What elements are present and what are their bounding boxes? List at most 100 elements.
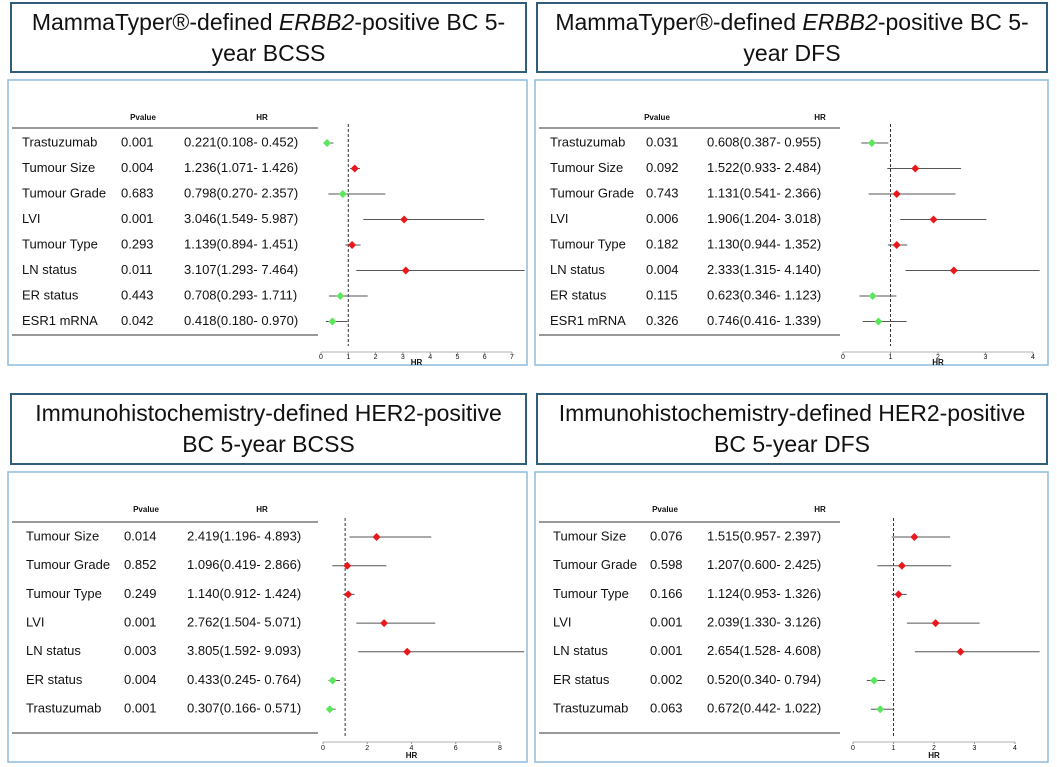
hr-label: 1.096(0.419- 2.866) bbox=[187, 557, 301, 572]
row-label: ER status bbox=[550, 287, 607, 302]
x-tick-label: 2 bbox=[936, 354, 940, 361]
hr-label: 3.107(1.293- 7.464) bbox=[184, 262, 298, 277]
hr-label: 0.798(0.270- 2.357) bbox=[184, 185, 298, 200]
hr-label: 1.139(0.894- 1.451) bbox=[184, 236, 298, 251]
row-label: Trastuzumab bbox=[26, 701, 101, 716]
pvalue: 0.001 bbox=[121, 134, 154, 149]
title-part: -positive BC 5-year DFS bbox=[743, 8, 1029, 66]
hr-label: 2.419(1.196- 4.893) bbox=[187, 528, 301, 543]
row-label: Tumour Size bbox=[22, 160, 95, 175]
title-part: Immunohistochemistry-defined HER2-positi… bbox=[558, 400, 1026, 457]
row-label: Tumour Grade bbox=[26, 557, 110, 572]
hr-label: 2.039(1.330- 3.126) bbox=[707, 615, 821, 630]
hr-label: 1.236(1.071- 1.426) bbox=[184, 160, 298, 175]
hr-label: 3.805(1.592- 9.093) bbox=[187, 643, 301, 658]
hr-label: 0.307(0.166- 0.571) bbox=[187, 701, 301, 716]
pvalue: 0.293 bbox=[121, 236, 154, 251]
hr-marker bbox=[868, 292, 877, 300]
hr-marker bbox=[931, 619, 940, 628]
row-label: LVI bbox=[22, 211, 41, 226]
x-tick-label: 6 bbox=[454, 745, 458, 752]
hr-label: 2.654(1.528- 4.608) bbox=[707, 643, 821, 658]
hr-label: 1.130(0.944- 1.352) bbox=[707, 236, 821, 251]
pvalue-header: Pvalue bbox=[652, 505, 678, 514]
pvalue: 0.014 bbox=[124, 528, 157, 543]
hr-marker bbox=[343, 561, 352, 570]
x-tick-label: 0 bbox=[851, 745, 855, 752]
hr-label: 0.608(0.387- 0.955) bbox=[707, 134, 821, 149]
row-label: LVI bbox=[26, 615, 45, 630]
row-label: Trastuzumab bbox=[22, 134, 97, 149]
row-label: LN status bbox=[22, 262, 77, 277]
x-tick-label: 1 bbox=[889, 354, 893, 361]
panel-title-text: Immunohistochemistry-defined HER2-positi… bbox=[546, 398, 1038, 460]
hr-marker bbox=[867, 139, 876, 147]
hr-marker bbox=[338, 190, 347, 198]
x-tick-label: 1 bbox=[346, 354, 350, 361]
hr-marker bbox=[894, 590, 903, 599]
hr-label: 0.520(0.340- 0.794) bbox=[707, 672, 821, 687]
x-tick-label: 4 bbox=[1013, 745, 1017, 752]
x-tick-label: 0 bbox=[319, 354, 323, 361]
hr-header: HR bbox=[256, 505, 268, 514]
row-label: Tumour Size bbox=[26, 528, 99, 543]
x-tick-label: 1 bbox=[892, 745, 896, 752]
hr-label: 3.046(1.549- 5.987) bbox=[184, 211, 298, 226]
x-axis-label: HR bbox=[411, 358, 423, 367]
row-label: Tumour Type bbox=[26, 586, 102, 601]
pvalue: 0.001 bbox=[121, 211, 154, 226]
hr-marker bbox=[949, 266, 958, 275]
hr-header: HR bbox=[814, 113, 826, 122]
pvalue: 0.683 bbox=[121, 185, 154, 200]
hr-marker bbox=[401, 266, 410, 275]
pvalue: 0.003 bbox=[124, 643, 157, 658]
hr-marker bbox=[870, 676, 879, 685]
title-part: ERBB2 bbox=[802, 8, 878, 35]
hr-marker bbox=[874, 317, 883, 326]
hr-label: 1.522(0.933- 2.484) bbox=[707, 160, 821, 175]
row-label: Trastuzumab bbox=[550, 134, 625, 149]
pvalue: 0.001 bbox=[650, 615, 683, 630]
row-label: Tumour Type bbox=[22, 236, 98, 251]
x-tick-label: 6 bbox=[483, 354, 487, 361]
row-label: LN status bbox=[550, 262, 605, 277]
row-label: Tumour Size bbox=[553, 528, 626, 543]
row-label: Tumour Type bbox=[550, 236, 626, 251]
hr-marker bbox=[929, 215, 938, 224]
title-part: MammaTyper®-defined bbox=[31, 8, 279, 35]
pvalue: 0.001 bbox=[124, 701, 157, 716]
x-tick-label: 3 bbox=[984, 354, 988, 361]
hr-label: 1.140(0.912- 1.424) bbox=[187, 586, 301, 601]
hr-marker bbox=[876, 705, 885, 714]
hr-marker bbox=[350, 164, 359, 173]
row-label: LN status bbox=[553, 643, 608, 658]
hr-label: 1.131(0.541- 2.366) bbox=[707, 185, 821, 200]
hr-marker bbox=[325, 705, 334, 714]
pvalue: 0.743 bbox=[646, 185, 679, 200]
row-label: LVI bbox=[550, 211, 569, 226]
pvalue: 0.031 bbox=[646, 134, 679, 149]
title-part: MammaTyper®-defined bbox=[555, 8, 803, 35]
pvalue: 0.076 bbox=[650, 528, 683, 543]
hr-header: HR bbox=[256, 113, 268, 122]
x-tick-label: 3 bbox=[973, 745, 977, 752]
hr-marker bbox=[956, 647, 965, 656]
pvalue: 0.004 bbox=[124, 672, 157, 687]
panel-title: MammaTyper®-defined ERBB2-positive BC 5-… bbox=[536, 2, 1048, 73]
hr-marker bbox=[372, 533, 381, 541]
pvalue-header: Pvalue bbox=[133, 505, 159, 514]
hr-label: 0.221(0.108- 0.452) bbox=[184, 134, 298, 149]
title-part: Immunohistochemistry-defined HER2-positi… bbox=[35, 400, 502, 457]
x-tick-label: 4 bbox=[428, 354, 432, 361]
pvalue: 0.852 bbox=[124, 557, 157, 572]
x-axis-label: HR bbox=[406, 751, 418, 760]
hr-marker bbox=[910, 533, 919, 541]
row-label: Tumour Grade bbox=[553, 557, 637, 572]
panel-title-text: MammaTyper®-defined ERBB2-positive BC 5-… bbox=[20, 7, 517, 69]
x-axis-label: HR bbox=[932, 358, 944, 367]
hr-label: 0.433(0.245- 0.764) bbox=[187, 672, 301, 687]
hr-header: HR bbox=[814, 505, 826, 514]
pvalue: 0.249 bbox=[124, 586, 157, 601]
pvalue: 0.598 bbox=[650, 557, 683, 572]
